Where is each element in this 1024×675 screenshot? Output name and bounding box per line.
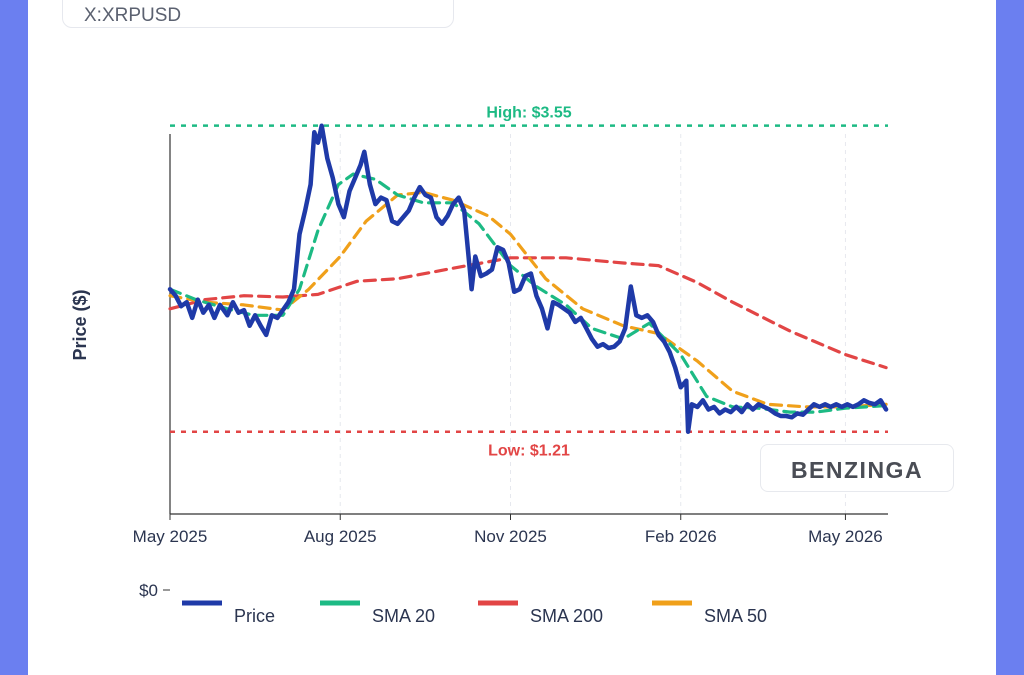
x-tick-label: Aug 2025 (304, 527, 377, 546)
benzinga-watermark: BENZINGA (790, 457, 924, 483)
y-axis-ticks: $0 (139, 581, 170, 600)
legend-label: SMA 200 (530, 606, 603, 626)
y-axis-label: Price ($) (70, 289, 90, 360)
series-line-sma-50 (168, 190, 888, 409)
x-tick-label: Feb 2026 (645, 527, 717, 546)
series-line-price (167, 123, 889, 434)
chart-legend: Price SMA 20 SMA 200 SMA 50 (182, 600, 767, 626)
annotation-label: High: $3.55 (486, 105, 571, 122)
ticker-symbol: X:XRPUSD (84, 5, 182, 26)
series-line-sma-20 (168, 172, 888, 414)
x-axis-ticks: May 2025 Aug 2025 Nov 2025 Feb 2026 May 2026 (133, 514, 883, 546)
annotation-label: Low: $1.21 (488, 443, 570, 460)
ticker-box (62, 0, 454, 28)
chart-series (167, 123, 889, 434)
series-line-sma-200 (168, 256, 888, 370)
chart-axes (169, 134, 888, 515)
watermark-box: BENZINGA (760, 444, 954, 492)
chart-card (28, 0, 996, 675)
x-tick-label: Nov 2025 (474, 527, 547, 546)
x-tick-label: May 2025 (133, 527, 208, 546)
y-tick-label: $0 (139, 581, 158, 600)
x-tick-label: May 2026 (808, 527, 883, 546)
legend-label: SMA 50 (704, 606, 767, 626)
chart-annotations: High: $3.55 Low: $1.21 (170, 105, 888, 460)
legend-label: Price (234, 606, 275, 626)
legend-label: SMA 20 (372, 606, 435, 626)
